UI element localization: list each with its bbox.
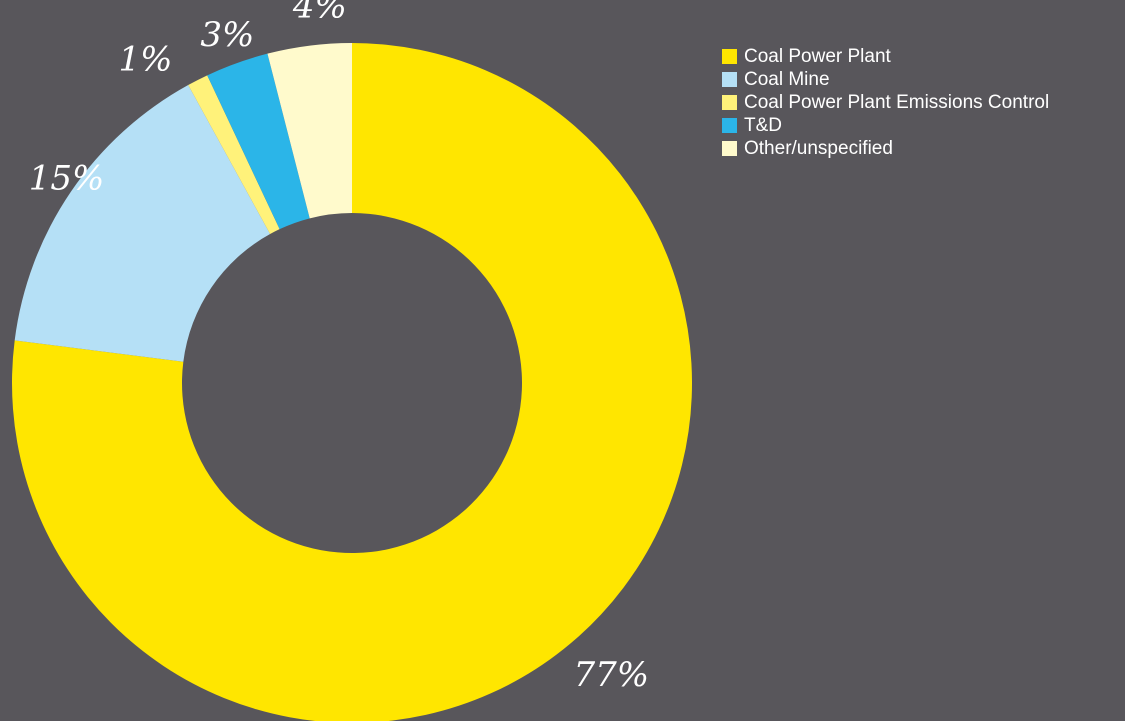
legend-label: Coal Power Plant Emissions Control bbox=[744, 92, 1050, 113]
slice-other bbox=[267, 43, 352, 219]
legend-swatch bbox=[722, 118, 737, 133]
legend-label: Other/unspecified bbox=[744, 138, 893, 159]
legend-item-coal-power-plant: Coal Power Plant bbox=[722, 45, 1049, 68]
legend-swatch bbox=[722, 95, 737, 110]
legend-item-emissions-control: Coal Power Plant Emissions Control bbox=[722, 91, 1049, 114]
legend-item-coal-mine: Coal Mine bbox=[722, 68, 1049, 91]
slice-coal-mine bbox=[14, 85, 271, 362]
legend-item-other: Other/unspecified bbox=[722, 137, 1049, 160]
legend-label: Coal Power Plant bbox=[744, 46, 891, 67]
data-label-emissions-control: 1% bbox=[118, 40, 172, 80]
slice-t-and-d bbox=[207, 53, 310, 230]
legend-item-t-and-d: T&D bbox=[722, 114, 1049, 137]
legend-swatch bbox=[722, 49, 737, 64]
legend-swatch bbox=[722, 72, 737, 87]
legend-swatch bbox=[722, 141, 737, 156]
legend-label: Coal Mine bbox=[744, 69, 830, 90]
legend: Coal Power Plant Coal Mine Coal Power Pl… bbox=[722, 45, 1049, 160]
data-label-coal-mine: 15% bbox=[29, 159, 105, 199]
data-label-coal-power-plant: 77% bbox=[573, 655, 649, 695]
data-label-t-and-d: 3% bbox=[200, 15, 254, 55]
data-label-other: 4% bbox=[292, 0, 347, 26]
legend-label: T&D bbox=[744, 115, 782, 136]
slice-coal-power-plant bbox=[12, 43, 692, 721]
slice-emissions-control bbox=[188, 75, 280, 235]
